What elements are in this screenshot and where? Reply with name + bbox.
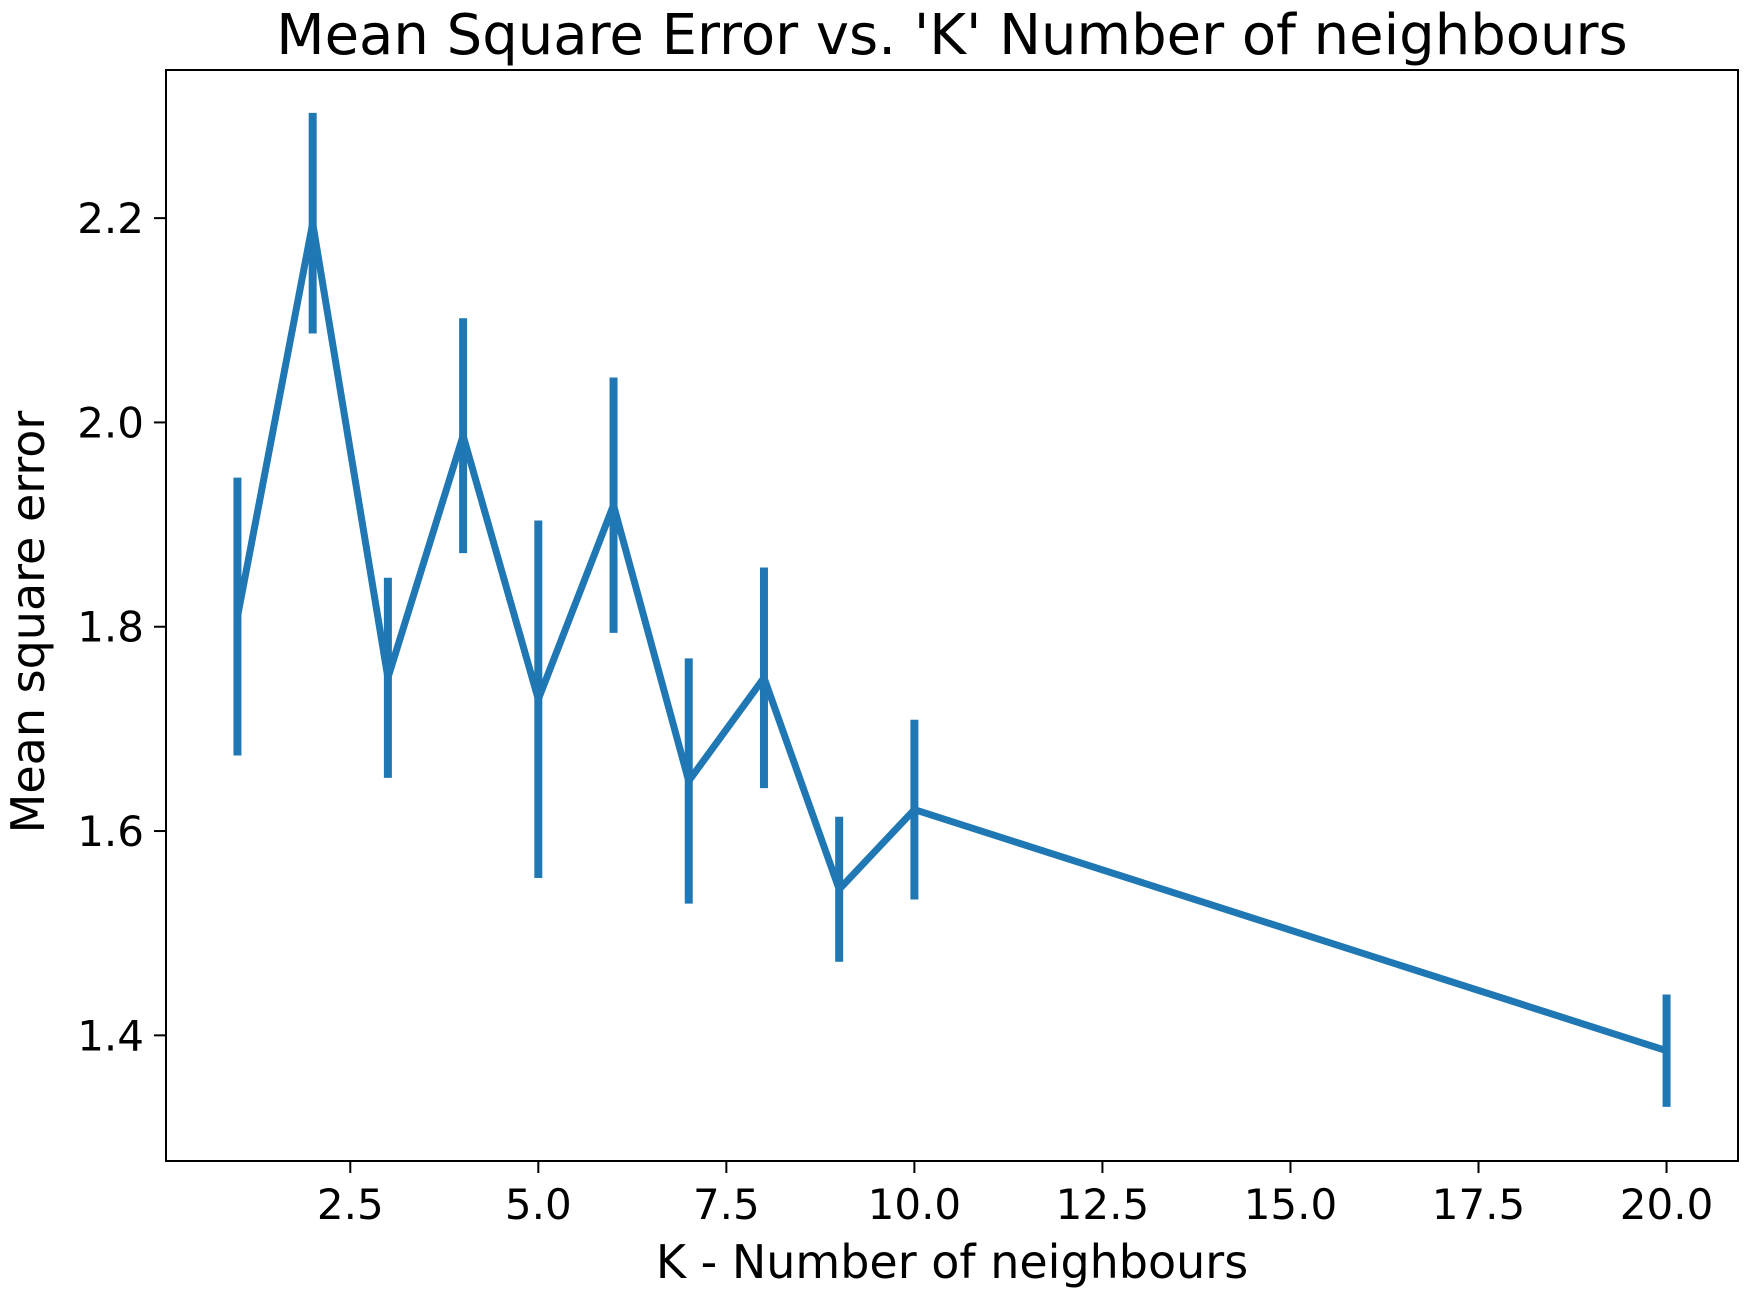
plot-area xyxy=(233,112,1671,1107)
chart-title: Mean Square Error vs. 'K' Number of neig… xyxy=(276,3,1627,68)
x-tick-label: 15.0 xyxy=(1244,1180,1338,1229)
x-axis-label: K - Number of neighbours xyxy=(656,1235,1248,1289)
y-tick-label: 1.8 xyxy=(77,603,144,652)
x-tick-label: 7.5 xyxy=(693,1180,760,1229)
y-tick-label: 2.2 xyxy=(77,194,144,243)
x-axis-ticks: 2.5 5.0 7.5 10.0 12.5 15.0 17.5 20.0 xyxy=(317,1161,1713,1229)
y-tick-label: 2.0 xyxy=(77,398,144,447)
plot-frame xyxy=(165,69,1739,1162)
x-tick-label: 5.0 xyxy=(505,1180,572,1229)
x-tick-label: 17.5 xyxy=(1432,1180,1526,1229)
y-tick-label: 1.6 xyxy=(77,807,144,856)
y-tick-label: 1.4 xyxy=(77,1011,144,1060)
series-line xyxy=(234,222,1668,1055)
x-tick-label: 10.0 xyxy=(868,1180,962,1229)
y-axis-ticks: 1.4 1.6 1.8 2.0 2.2 xyxy=(77,194,166,1060)
x-tick-label: 2.5 xyxy=(317,1180,384,1229)
x-tick-label: 20.0 xyxy=(1620,1180,1714,1229)
x-tick-label: 12.5 xyxy=(1056,1180,1150,1229)
y-axis-label: Mean square error xyxy=(1,411,55,834)
